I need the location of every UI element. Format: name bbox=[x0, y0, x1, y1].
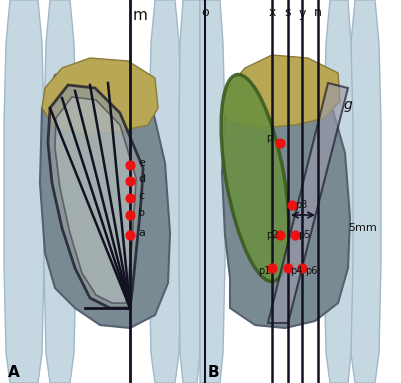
Point bbox=[285, 265, 291, 271]
Polygon shape bbox=[40, 61, 170, 328]
Text: g: g bbox=[344, 98, 352, 112]
Point bbox=[127, 178, 133, 184]
Text: n: n bbox=[314, 7, 322, 20]
Polygon shape bbox=[268, 83, 348, 323]
Point bbox=[127, 212, 133, 218]
Text: e: e bbox=[138, 158, 145, 168]
Polygon shape bbox=[44, 0, 76, 383]
Point bbox=[127, 232, 133, 238]
Text: p6: p6 bbox=[305, 266, 317, 276]
Text: d: d bbox=[138, 174, 145, 184]
Polygon shape bbox=[200, 0, 225, 383]
Text: m: m bbox=[133, 8, 148, 23]
Text: A: A bbox=[8, 365, 20, 380]
Polygon shape bbox=[222, 61, 350, 328]
Point bbox=[277, 232, 283, 238]
Text: s: s bbox=[285, 7, 291, 20]
Text: 5mm: 5mm bbox=[348, 223, 377, 233]
Polygon shape bbox=[48, 85, 143, 308]
Polygon shape bbox=[349, 0, 381, 383]
Text: x: x bbox=[268, 7, 276, 20]
Point bbox=[292, 232, 298, 238]
Polygon shape bbox=[4, 0, 44, 383]
Text: p3: p3 bbox=[295, 200, 308, 210]
Text: p: p bbox=[266, 133, 272, 143]
Text: c: c bbox=[138, 191, 144, 201]
Polygon shape bbox=[179, 0, 200, 383]
Text: B: B bbox=[208, 365, 220, 380]
Ellipse shape bbox=[221, 74, 289, 282]
Text: a: a bbox=[138, 228, 145, 238]
Text: p5: p5 bbox=[298, 230, 310, 240]
Polygon shape bbox=[55, 97, 136, 303]
Text: p1: p1 bbox=[258, 266, 270, 276]
Text: y: y bbox=[298, 7, 306, 20]
Text: o: o bbox=[201, 7, 209, 20]
Text: b: b bbox=[138, 208, 145, 218]
Point bbox=[269, 265, 275, 271]
Point bbox=[277, 140, 283, 146]
Polygon shape bbox=[222, 55, 340, 128]
Point bbox=[299, 265, 305, 271]
Point bbox=[289, 202, 295, 208]
Polygon shape bbox=[324, 0, 353, 383]
Polygon shape bbox=[149, 0, 181, 383]
Text: p2: p2 bbox=[266, 230, 279, 240]
Text: p4: p4 bbox=[290, 266, 302, 276]
Point bbox=[127, 162, 133, 168]
Point bbox=[127, 195, 133, 201]
Polygon shape bbox=[42, 58, 158, 135]
